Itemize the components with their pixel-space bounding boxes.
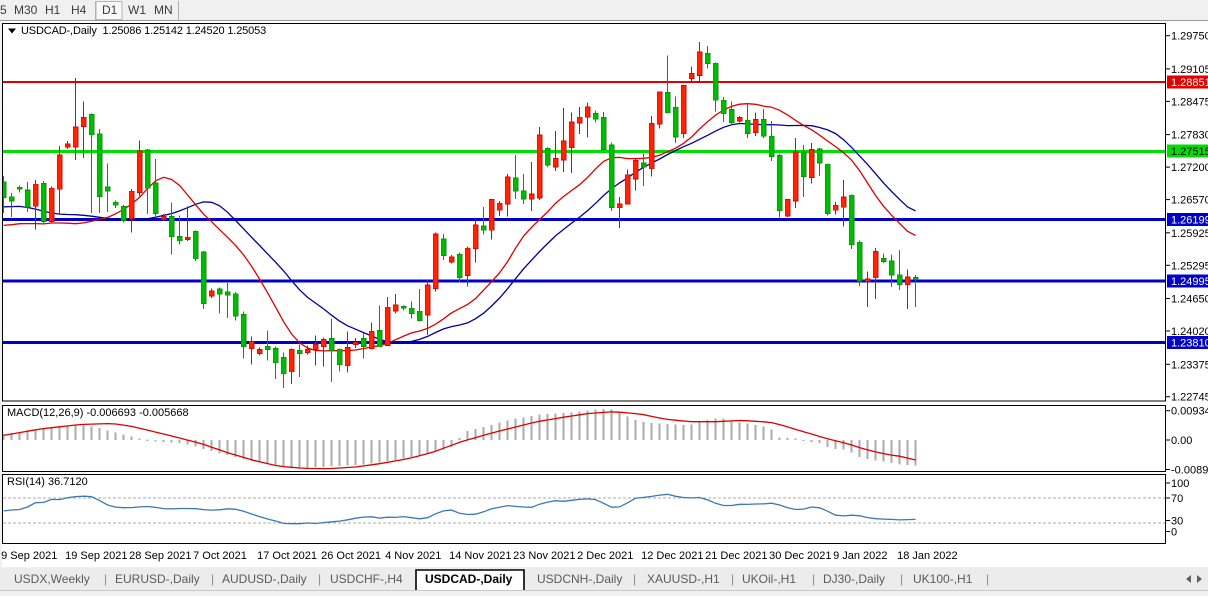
svg-text:MACD(12,26,9) -0.006693 -0.005: MACD(12,26,9) -0.006693 -0.005668 [7, 407, 189, 419]
svg-text:1.22745: 1.22745 [1171, 392, 1208, 404]
svg-text:1.26199: 1.26199 [1171, 215, 1208, 227]
svg-text:0.009345: 0.009345 [1171, 406, 1208, 418]
svg-text:RSI(14) 36.7120: RSI(14) 36.7120 [7, 476, 88, 488]
svg-text:|: | [900, 572, 903, 586]
svg-text:1.27515: 1.27515 [1171, 146, 1208, 158]
svg-text:30: 30 [1171, 516, 1183, 528]
svg-text:23 Nov 2021: 23 Nov 2021 [513, 550, 575, 562]
svg-text:USDCHF-,H4: USDCHF-,H4 [330, 572, 403, 586]
svg-text:-0.008902: -0.008902 [1171, 465, 1208, 477]
svg-text:21 Dec 2021: 21 Dec 2021 [705, 550, 767, 562]
svg-text:1.29105: 1.29105 [1171, 64, 1208, 76]
svg-text:1.25295: 1.25295 [1171, 260, 1208, 272]
svg-text:0: 0 [1171, 527, 1177, 539]
svg-text:1.24650: 1.24650 [1171, 294, 1208, 306]
svg-text:1.24020: 1.24020 [1171, 326, 1208, 338]
svg-text:USDCAD-,Daily: USDCAD-,Daily [425, 572, 513, 586]
svg-text:100: 100 [1171, 478, 1189, 490]
svg-text:H4: H4 [71, 3, 87, 17]
svg-text:9 Sep 2021: 9 Sep 2021 [1, 550, 57, 562]
svg-text:|: | [986, 572, 989, 586]
svg-text:USDX,Weekly: USDX,Weekly [14, 572, 90, 586]
svg-text:|: | [731, 572, 734, 586]
svg-text:18 Jan 2022: 18 Jan 2022 [897, 550, 958, 562]
svg-text:7 Oct 2021: 7 Oct 2021 [193, 550, 247, 562]
svg-text:2 Dec 2021: 2 Dec 2021 [577, 550, 633, 562]
svg-text:XAUUSD-,H1: XAUUSD-,H1 [647, 572, 720, 586]
svg-text:|: | [318, 572, 321, 586]
svg-text:28 Sep 2021: 28 Sep 2021 [129, 550, 191, 562]
svg-text:DJ30-,Daily: DJ30-,Daily [823, 572, 885, 586]
svg-text:19 Sep 2021: 19 Sep 2021 [65, 550, 127, 562]
svg-text:1.23810: 1.23810 [1171, 338, 1208, 350]
svg-text:1.27200: 1.27200 [1171, 162, 1208, 174]
svg-text:1.29750: 1.29750 [1171, 31, 1208, 43]
svg-text:UK100-,H1: UK100-,H1 [913, 572, 973, 586]
svg-text:1.27830: 1.27830 [1171, 130, 1208, 142]
svg-text:4 Nov 2021: 4 Nov 2021 [385, 550, 441, 562]
svg-text:USDCNH-,Daily: USDCNH-,Daily [537, 572, 622, 586]
svg-text:UKOil-,H1: UKOil-,H1 [742, 572, 796, 586]
svg-text:26 Oct 2021: 26 Oct 2021 [321, 550, 381, 562]
svg-text:0.00: 0.00 [1171, 435, 1192, 447]
svg-text:D1: D1 [102, 3, 118, 17]
svg-text:17 Oct 2021: 17 Oct 2021 [257, 550, 317, 562]
svg-text:1.25925: 1.25925 [1171, 228, 1208, 240]
svg-text:1.26570: 1.26570 [1171, 195, 1208, 207]
svg-text:USDCAD-,Daily 1.25086 1.25142: USDCAD-,Daily 1.25086 1.25142 1.24520 1.… [21, 25, 266, 37]
svg-text:EURUSD-,Daily: EURUSD-,Daily [115, 572, 200, 586]
svg-text:|: | [104, 572, 107, 586]
svg-text:AUDUSD-,Daily: AUDUSD-,Daily [222, 572, 307, 586]
svg-text:W1: W1 [128, 3, 146, 17]
svg-text:M30: M30 [14, 3, 38, 17]
svg-text:|: | [633, 572, 636, 586]
svg-text:|: | [812, 572, 815, 586]
svg-text:30 Dec 2021: 30 Dec 2021 [769, 550, 831, 562]
svg-text:H1: H1 [45, 3, 61, 17]
svg-text:5: 5 [0, 3, 7, 17]
svg-text:70: 70 [1171, 493, 1183, 505]
svg-text:14 Nov 2021: 14 Nov 2021 [449, 550, 511, 562]
svg-text:|: | [211, 572, 214, 586]
svg-text:1.23375: 1.23375 [1171, 359, 1208, 371]
svg-text:1.28851: 1.28851 [1171, 77, 1208, 89]
svg-text:MN: MN [154, 3, 173, 17]
svg-text:1.24995: 1.24995 [1171, 276, 1208, 288]
svg-text:9 Jan 2022: 9 Jan 2022 [833, 550, 887, 562]
svg-text:1.28475: 1.28475 [1171, 96, 1208, 108]
svg-text:12 Dec 2021: 12 Dec 2021 [641, 550, 703, 562]
